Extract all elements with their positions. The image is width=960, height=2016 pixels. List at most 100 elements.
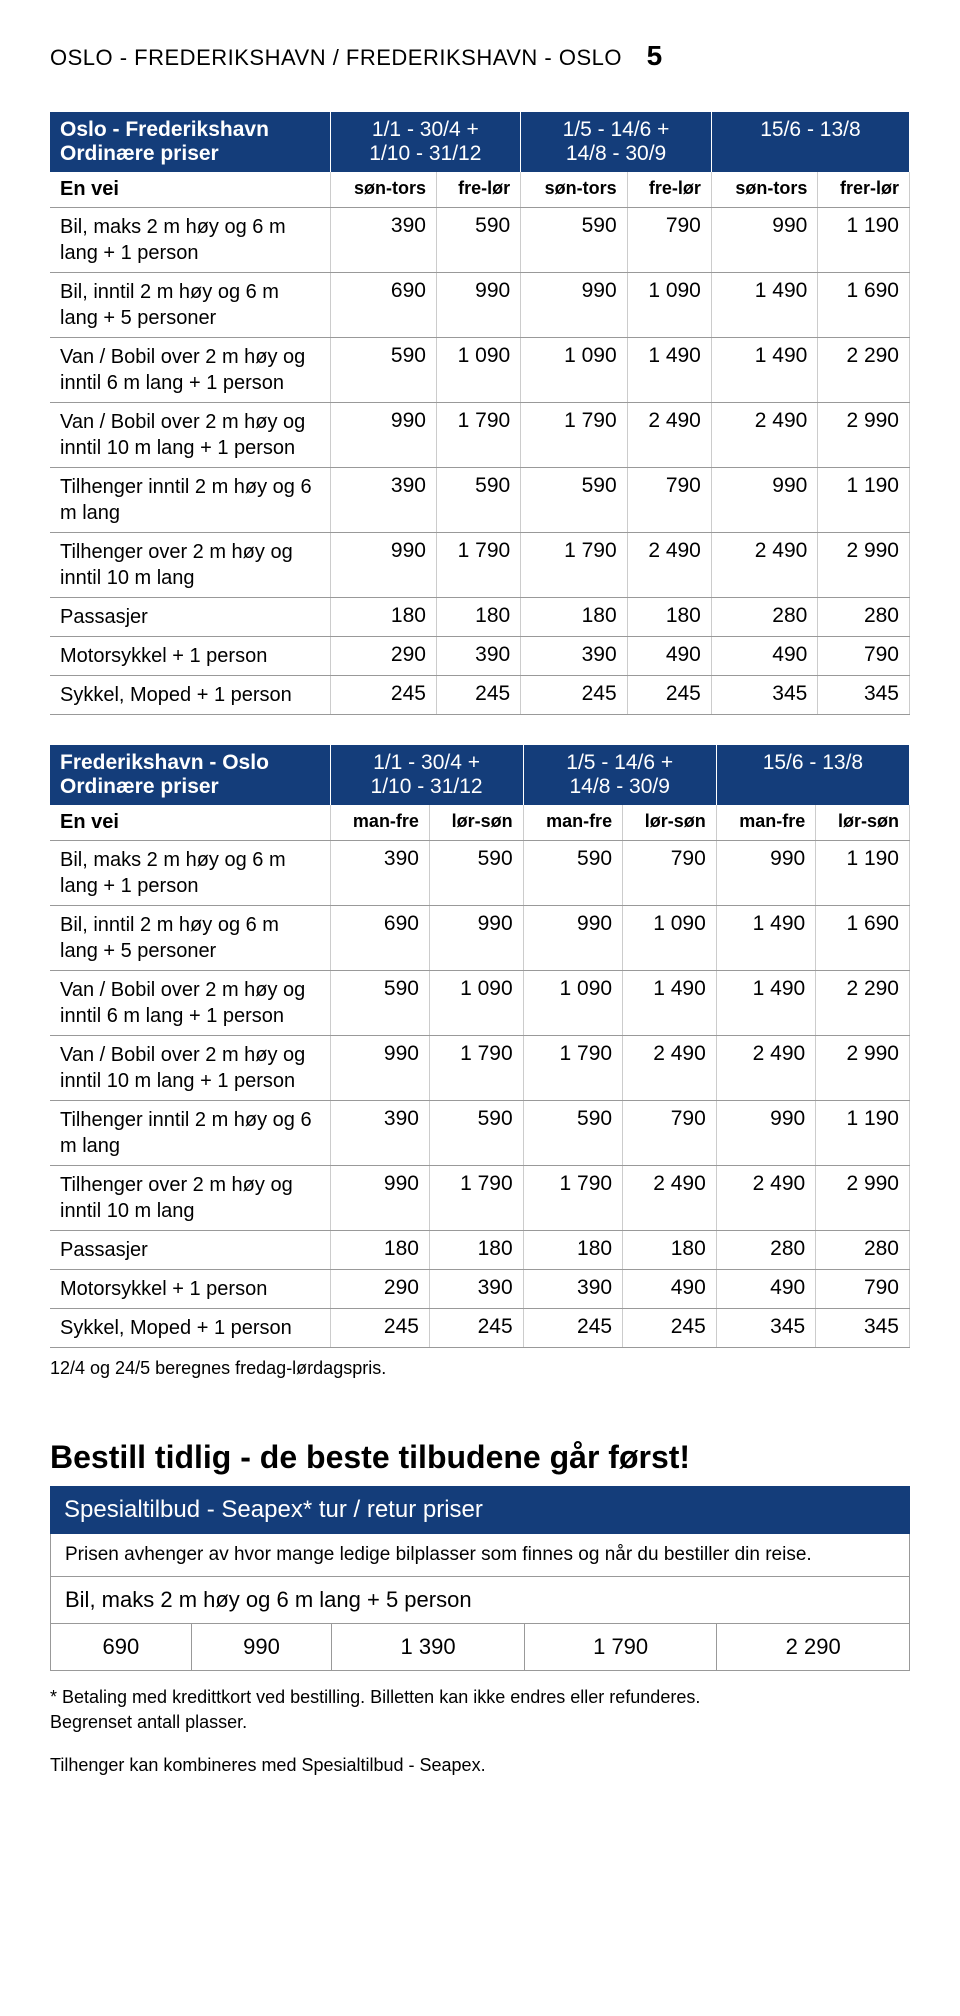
table-row: Sykkel, Moped + 1 person2452452452453453…: [50, 1309, 910, 1348]
price-cell: 790: [627, 208, 711, 273]
price-cell: 590: [330, 338, 436, 403]
price-cell: 1 490: [716, 906, 815, 971]
row-label: Tilhenger inntil 2 m høy og 6 m lang: [50, 1101, 330, 1166]
table-row: Passasjer180180180180280280: [50, 1231, 910, 1270]
price-cell: 390: [330, 208, 436, 273]
price-cell: 1 190: [816, 1101, 910, 1166]
price-cell: 180: [330, 1231, 429, 1270]
price-cell: 590: [521, 468, 627, 533]
price-cell: 1 790: [521, 403, 627, 468]
price-cell: 1 490: [716, 971, 815, 1036]
price-cell: 180: [429, 1231, 523, 1270]
price-cell: 245: [330, 676, 436, 715]
price-cell: 280: [711, 598, 817, 637]
row-label: Bil, inntil 2 m høy og 6 m lang + 5 pers…: [50, 273, 330, 338]
row-header-label: En vei: [50, 805, 330, 841]
price-cell: 1 790: [436, 403, 520, 468]
period-col: 1/5 - 14/6 + 14/8 - 30/9: [523, 745, 716, 805]
price-cell: 1 490: [711, 338, 817, 403]
period-col: 1/1 - 30/4 + 1/10 - 31/12: [330, 112, 521, 172]
row-label: Tilhenger over 2 m høy og inntil 10 m la…: [50, 1166, 330, 1231]
price-cell: 2 490: [711, 403, 817, 468]
price-cell: 990: [521, 273, 627, 338]
special-value: 990: [191, 1624, 332, 1671]
period-label: 15/6 - 13/8: [763, 751, 863, 774]
row-label: Tilhenger over 2 m høy og inntil 10 m la…: [50, 533, 330, 598]
row-label: Van / Bobil over 2 m høy og inntil 10 m …: [50, 1036, 330, 1101]
subhead: søn-tors: [711, 172, 817, 208]
price-cell: 245: [523, 1309, 622, 1348]
row-label: Van / Bobil over 2 m høy og inntil 6 m l…: [50, 338, 330, 403]
price-cell: 1 190: [816, 841, 910, 906]
subhead: søn-tors: [521, 172, 627, 208]
period-label: 1/1 - 30/4 + 1/10 - 31/12: [369, 118, 481, 165]
table-subtitle: Ordinære priser: [60, 142, 320, 166]
special-value: 1 390: [332, 1624, 525, 1671]
price-cell: 245: [330, 1309, 429, 1348]
price-cell: 1 490: [623, 971, 717, 1036]
price-cell: 1 790: [521, 533, 627, 598]
subhead: lør-søn: [623, 805, 717, 841]
price-cell: 1 690: [818, 273, 910, 338]
special-value: 2 290: [717, 1624, 910, 1671]
price-cell: 590: [436, 468, 520, 533]
price-cell: 180: [627, 598, 711, 637]
price-cell: 2 490: [716, 1036, 815, 1101]
price-cell: 990: [711, 468, 817, 533]
price-cell: 2 290: [818, 338, 910, 403]
price-cell: 290: [330, 1270, 429, 1309]
price-cell: 1 090: [521, 338, 627, 403]
price-cell: 490: [627, 637, 711, 676]
price-cell: 180: [330, 598, 436, 637]
price-cell: 990: [716, 841, 815, 906]
headline: Bestill tidlig - de beste tilbudene går …: [50, 1439, 910, 1476]
price-cell: 590: [521, 208, 627, 273]
price-cell: 590: [429, 1101, 523, 1166]
table2-footnote: 12/4 og 24/5 beregnes fredag-lørdagspris…: [50, 1358, 910, 1379]
price-cell: 1 090: [523, 971, 622, 1036]
table-subtitle: Ordinære priser: [60, 775, 320, 799]
row-label: Passasjer: [50, 1231, 330, 1270]
row-label: Bil, maks 2 m høy og 6 m lang + 1 person: [50, 841, 330, 906]
price-cell: 790: [627, 468, 711, 533]
price-cell: 280: [816, 1231, 910, 1270]
subhead: søn-tors: [330, 172, 436, 208]
row-label: Van / Bobil over 2 m høy og inntil 10 m …: [50, 403, 330, 468]
price-cell: 2 990: [818, 403, 910, 468]
price-cell: 990: [523, 906, 622, 971]
period-label: 1/5 - 14/6 + 14/8 - 30/9: [563, 118, 670, 165]
period-label: 15/6 - 13/8: [760, 118, 860, 141]
table-subheader-row: En vei man-fre lør-søn man-fre lør-søn m…: [50, 805, 910, 841]
price-cell: 280: [716, 1231, 815, 1270]
price-cell: 790: [623, 841, 717, 906]
footnote-line: * Betaling med kredittkort ved bestillin…: [50, 1685, 910, 1710]
table1-body: Bil, maks 2 m høy og 6 m lang + 1 person…: [50, 208, 910, 715]
price-cell: 345: [816, 1309, 910, 1348]
price-cell: 280: [818, 598, 910, 637]
table-header-row: Frederikshavn - Oslo Ordinære priser 1/1…: [50, 745, 910, 805]
subhead: frer-lør: [818, 172, 910, 208]
subhead: man-fre: [716, 805, 815, 841]
price-cell: 1 190: [818, 468, 910, 533]
price-cell: 2 490: [711, 533, 817, 598]
subhead: man-fre: [523, 805, 622, 841]
special-value: 690: [51, 1624, 192, 1671]
subhead: fre-lør: [627, 172, 711, 208]
price-cell: 1 090: [436, 338, 520, 403]
special-offer-label: Bil, maks 2 m høy og 6 m lang + 5 person: [50, 1577, 910, 1624]
price-cell: 1 690: [816, 906, 910, 971]
period-label: 1/5 - 14/6 + 14/8 - 30/9: [566, 751, 673, 798]
price-cell: 990: [429, 906, 523, 971]
table-row: Van / Bobil over 2 m høy og inntil 6 m l…: [50, 971, 910, 1036]
row-label: Bil, inntil 2 m høy og 6 m lang + 5 pers…: [50, 906, 330, 971]
price-cell: 1 790: [523, 1166, 622, 1231]
table-row: Motorsykkel + 1 person290390390490490790: [50, 637, 910, 676]
table-title-cell: Oslo - Frederikshavn Ordinære priser: [50, 112, 330, 172]
table-row: Bil, maks 2 m høy og 6 m lang + 1 person…: [50, 208, 910, 273]
table-row: Bil, maks 2 m høy og 6 m lang + 1 person…: [50, 841, 910, 906]
page-number: 5: [647, 40, 663, 71]
price-cell: 590: [436, 208, 520, 273]
subhead: lør-søn: [429, 805, 523, 841]
price-cell: 990: [716, 1101, 815, 1166]
footnote-line: Tilhenger kan kombineres med Spesialtilb…: [50, 1753, 910, 1778]
